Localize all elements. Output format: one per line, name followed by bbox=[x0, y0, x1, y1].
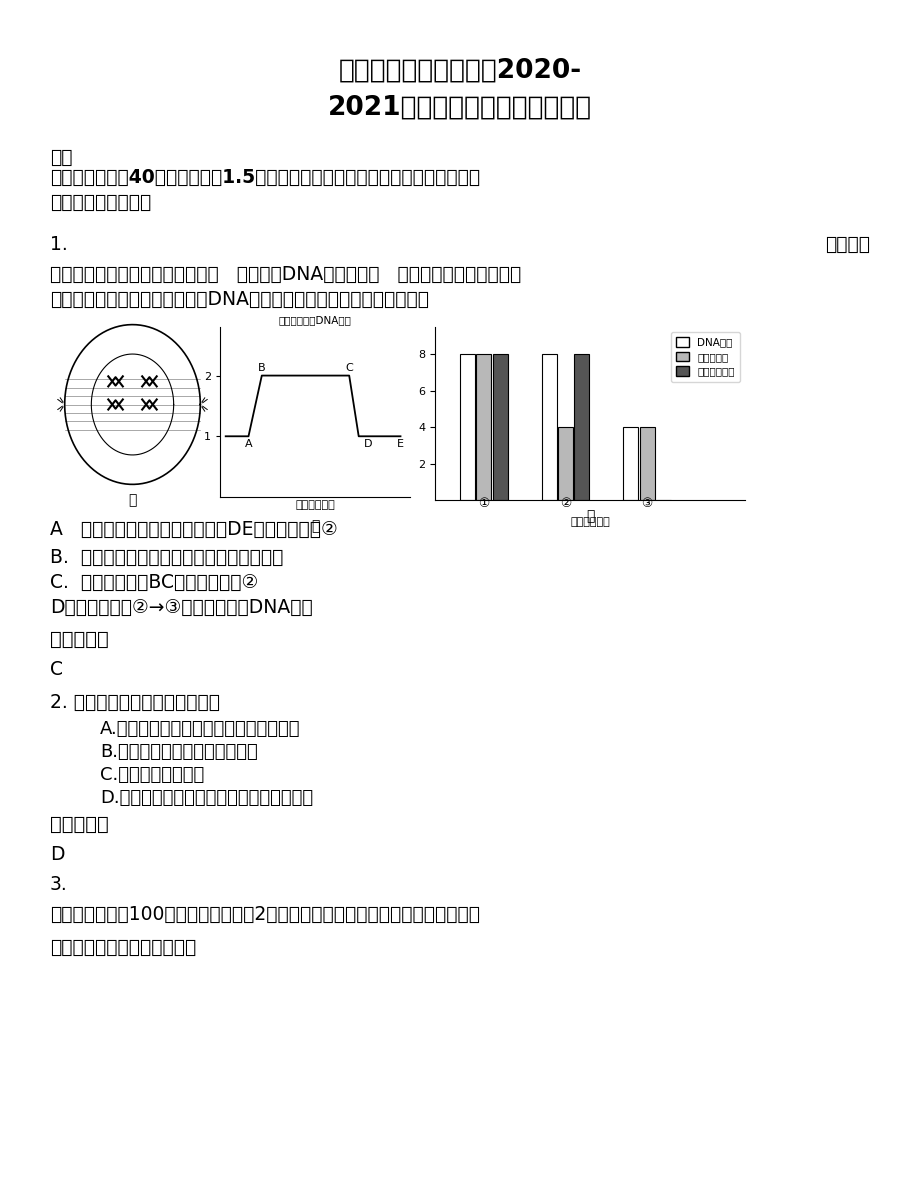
Text: 甲: 甲 bbox=[128, 493, 137, 507]
Text: D.蛋白质的结构可为合成目的基因提供资料: D.蛋白质的结构可为合成目的基因提供资料 bbox=[100, 788, 312, 807]
X-axis label: 细胞分裂时期: 细胞分裂时期 bbox=[295, 500, 335, 510]
Bar bbox=[573, 354, 589, 500]
Text: B: B bbox=[257, 363, 266, 373]
Text: C: C bbox=[345, 363, 353, 373]
Text: 四川省德阳市和新中学2020-: 四川省德阳市和新中学2020- bbox=[338, 58, 581, 85]
Text: 1.: 1. bbox=[50, 235, 68, 254]
Bar bbox=[558, 428, 573, 500]
Text: D: D bbox=[364, 439, 372, 449]
Text: 的过程中产生的水分子个数为: 的过程中产生的水分子个数为 bbox=[50, 939, 196, 958]
Text: 2. 有关基因工程的叙述正确的是: 2. 有关基因工程的叙述正确的是 bbox=[50, 693, 220, 712]
Text: ②: ② bbox=[560, 498, 571, 510]
Text: 某蛋白质分子由100个氨基酸组成，含2条肽链，则在氨基酸脱水缩合形成该蛋白质: 某蛋白质分子由100个氨基酸组成，含2条肽链，则在氨基酸脱水缩合形成该蛋白质 bbox=[50, 905, 480, 924]
Text: 选择题（本题共40小题，每小题1.5分。在每小题给出的四个选项中，只有一项是: 选择题（本题共40小题，每小题1.5分。在每小题给出的四个选项中，只有一项是 bbox=[50, 168, 480, 187]
Bar bbox=[541, 354, 556, 500]
Text: 3.: 3. bbox=[50, 875, 68, 894]
Bar bbox=[476, 354, 491, 500]
Text: A: A bbox=[244, 439, 252, 449]
Text: ③: ③ bbox=[641, 498, 652, 510]
Bar bbox=[493, 354, 507, 500]
Title: 每条染色体中DNA含量: 每条染色体中DNA含量 bbox=[278, 314, 351, 325]
Text: 丙依次表示某动物体内细胞分裂图   染色体中DNA含量的变化   不同分裂时期细胞中染色: 丙依次表示某动物体内细胞分裂图 染色体中DNA含量的变化 不同分裂时期细胞中染色 bbox=[50, 266, 521, 283]
Text: D、图丙中引起②→③变化的原因是DNA复制: D、图丙中引起②→③变化的原因是DNA复制 bbox=[50, 598, 312, 617]
Text: B.  甲细胞分裂时期核糖体、中心体代谢活跃: B. 甲细胞分裂时期核糖体、中心体代谢活跃 bbox=[50, 548, 283, 567]
Text: 参考答案：: 参考答案： bbox=[50, 815, 108, 834]
Text: C: C bbox=[50, 660, 62, 679]
Text: E: E bbox=[397, 439, 403, 449]
Text: C.质粒都可作运载体: C.质粒都可作运载体 bbox=[100, 766, 204, 784]
Text: 体数目、染色单体数目与染色体DNA数目关系变化。下列叙述中正确的是: 体数目、染色单体数目与染色体DNA数目关系变化。下列叙述中正确的是 bbox=[50, 289, 428, 308]
Text: D: D bbox=[50, 844, 64, 863]
Text: 2021学年高一生物测试题含解析: 2021学年高一生物测试题含解析 bbox=[327, 95, 592, 121]
Text: 丙: 丙 bbox=[585, 509, 594, 523]
Text: 符合题目要求的。）: 符合题目要求的。） bbox=[50, 193, 151, 212]
Text: ①: ① bbox=[478, 498, 489, 510]
Text: 一、: 一、 bbox=[50, 148, 73, 167]
Bar bbox=[622, 428, 638, 500]
Text: 乙: 乙 bbox=[311, 519, 319, 534]
Text: B.重组质粒的形成在细胞内完成: B.重组质粒的形成在细胞内完成 bbox=[100, 743, 257, 761]
Text: 如图甲一: 如图甲一 bbox=[824, 235, 869, 254]
Legend: DNA数目, 染色体数目, 染色单体数目: DNA数目, 染色体数目, 染色单体数目 bbox=[670, 332, 739, 381]
Bar bbox=[639, 428, 654, 500]
X-axis label: 细胞分裂时期: 细胞分裂时期 bbox=[570, 517, 609, 526]
Text: 参考答案：: 参考答案： bbox=[50, 630, 108, 649]
Text: A   图甲所示细胞对应于图乙中的DE段、图丙中的②: A 图甲所示细胞对应于图乙中的DE段、图丙中的② bbox=[50, 520, 337, 540]
Text: C.  图丙中与乙图BC段对应的只有②: C. 图丙中与乙图BC段对应的只有② bbox=[50, 573, 258, 592]
Bar bbox=[460, 354, 474, 500]
Text: A.限制性内切酶只在获得目的基因时才用: A.限制性内切酶只在获得目的基因时才用 bbox=[100, 721, 301, 738]
